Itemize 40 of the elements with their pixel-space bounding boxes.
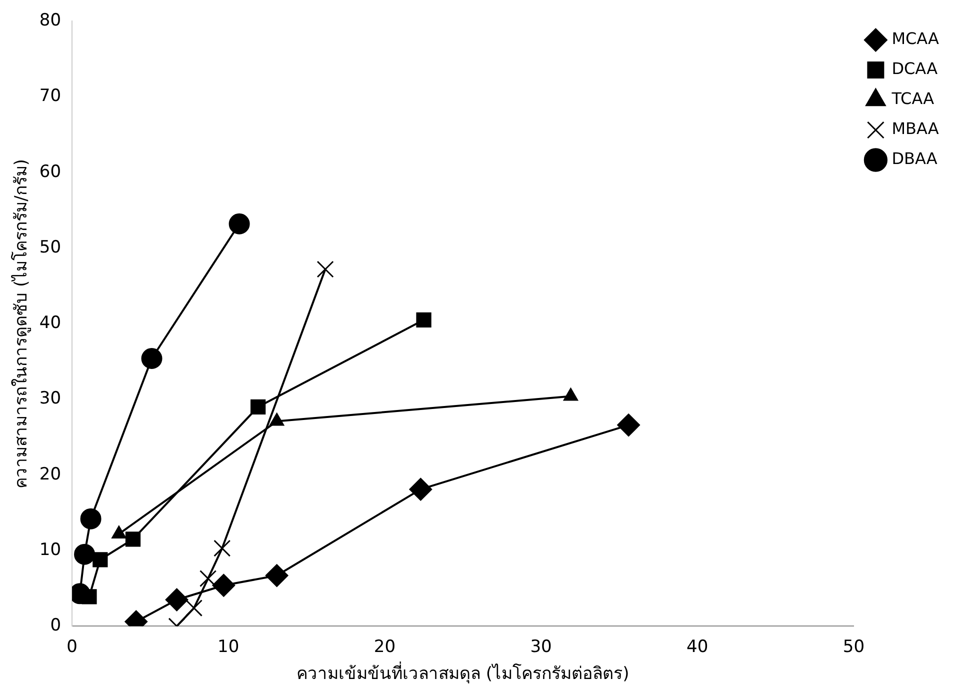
point — [409, 478, 432, 501]
point — [617, 414, 640, 437]
y-tick-label: 50 — [39, 237, 62, 258]
y-tick-label: 0 — [50, 616, 62, 636]
point — [228, 213, 250, 234]
x-tick-label: 20 — [374, 636, 396, 657]
y-tick-label: 80 — [39, 10, 62, 31]
legend-label: DCAA — [892, 59, 938, 78]
x-tick-label: 40 — [686, 636, 708, 657]
x-tick-label: 30 — [530, 636, 552, 657]
legend-label: DBAA — [892, 149, 938, 168]
x-tick-label: 0 — [66, 636, 78, 657]
point — [92, 552, 108, 568]
legend-label: MBAA — [892, 119, 939, 138]
point — [165, 588, 188, 612]
point — [316, 260, 334, 278]
y-axis-title: ความสามารถในการดูดซับ (ไมโครกรัม/กรัม) — [10, 158, 32, 488]
x-tick-label: 10 — [218, 636, 240, 657]
x-axis-title: ความเข้มข้นที่เวลาสมดุล (ไมโครกรัมต่อลิตร) — [296, 661, 630, 684]
point — [185, 600, 202, 617]
point — [82, 589, 97, 604]
y-tick-label: 20 — [39, 464, 62, 484]
x-tick-label: 50 — [842, 636, 865, 657]
point — [212, 574, 236, 597]
point — [250, 399, 266, 414]
y-tick-label: 40 — [39, 313, 62, 334]
point — [265, 564, 288, 588]
point — [74, 544, 96, 565]
y-tick-label: 70 — [39, 86, 62, 106]
point — [141, 348, 162, 369]
point — [214, 540, 231, 557]
point — [125, 532, 141, 547]
point — [200, 570, 217, 588]
y-tick-label: 30 — [39, 388, 62, 409]
point — [80, 508, 102, 530]
legend-label: TCAA — [890, 89, 934, 108]
y-tick-label: 60 — [39, 162, 62, 182]
legend-label: MCAA — [892, 29, 940, 48]
y-tick-label: 10 — [39, 540, 62, 560]
point — [416, 312, 432, 328]
